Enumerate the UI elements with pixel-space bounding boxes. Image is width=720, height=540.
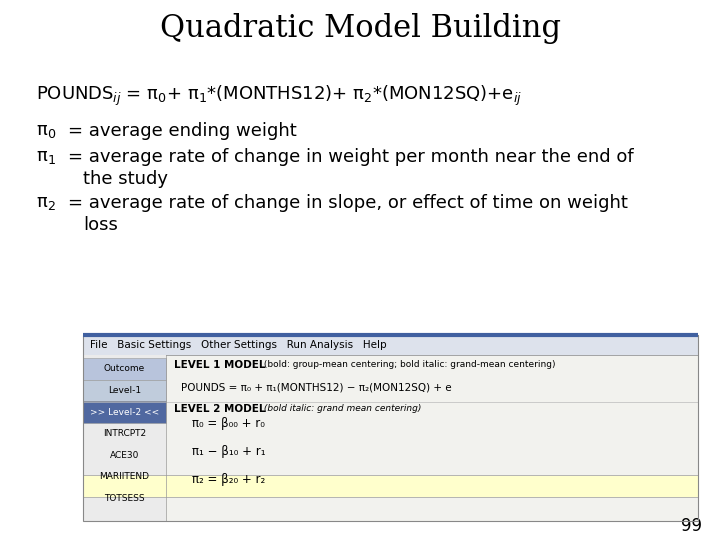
Bar	[83, 335, 698, 521]
Text: the study: the study	[83, 170, 168, 188]
Text: π₀ = β₀₀ + r₀: π₀ = β₀₀ + r₀	[192, 417, 265, 430]
Text: INTRCPT2: INTRCPT2	[103, 429, 145, 438]
Text: π$_0$: π$_0$	[36, 122, 56, 139]
Text: (bold italic: grand mean centering): (bold italic: grand mean centering)	[261, 404, 421, 414]
Bar	[83, 335, 698, 355]
Bar	[83, 358, 166, 380]
Text: POUNDS$_{ij}$ = π$_0$+ π$_1$*(MONTHS12)+ π$_2$*(MON12SQ)+e$_{ij}$: POUNDS$_{ij}$ = π$_0$+ π$_1$*(MONTHS12)+…	[36, 84, 522, 108]
Text: π$_1$: π$_1$	[36, 148, 56, 166]
Text: = average ending weight: = average ending weight	[68, 122, 297, 139]
Bar	[83, 401, 166, 423]
Text: 99: 99	[681, 517, 702, 535]
Text: File   Basic Settings   Other Settings   Run Analysis   Help: File Basic Settings Other Settings Run A…	[90, 340, 387, 350]
Text: MARIITEND: MARIITEND	[99, 472, 149, 481]
Bar	[83, 475, 698, 497]
Text: = average rate of change in slope, or effect of time on weight: = average rate of change in slope, or ef…	[68, 194, 629, 212]
Bar	[83, 355, 166, 521]
Text: loss: loss	[83, 216, 117, 234]
Text: >> Level-2 <<: >> Level-2 <<	[89, 408, 159, 416]
Text: π₂ = β₂₀ + r₂: π₂ = β₂₀ + r₂	[192, 473, 266, 486]
Text: = average rate of change in weight per month near the end of: = average rate of change in weight per m…	[68, 148, 634, 166]
Text: (bold: group-mean centering; bold italic: grand-mean centering): (bold: group-mean centering; bold italic…	[261, 360, 555, 369]
Text: π₁ − β₁₀ + r₁: π₁ − β₁₀ + r₁	[192, 445, 266, 458]
Text: TOTSESS: TOTSESS	[104, 494, 145, 503]
Text: ACE30: ACE30	[109, 451, 139, 460]
Text: π$_2$: π$_2$	[36, 194, 55, 212]
Text: POUNDS = π₀ + π₁(MONTHS12) − π₂(MON12SQ) + e: POUNDS = π₀ + π₁(MONTHS12) − π₂(MON12SQ)…	[181, 382, 452, 393]
Bar	[83, 380, 166, 401]
Text: Level-1: Level-1	[107, 386, 141, 395]
Text: LEVEL 1 MODEL: LEVEL 1 MODEL	[174, 360, 266, 370]
Text: LEVEL 2 MODEL: LEVEL 2 MODEL	[174, 404, 266, 415]
Text: Quadratic Model Building: Quadratic Model Building	[160, 14, 560, 44]
Bar	[83, 355, 698, 521]
Text: Outcome: Outcome	[104, 364, 145, 373]
